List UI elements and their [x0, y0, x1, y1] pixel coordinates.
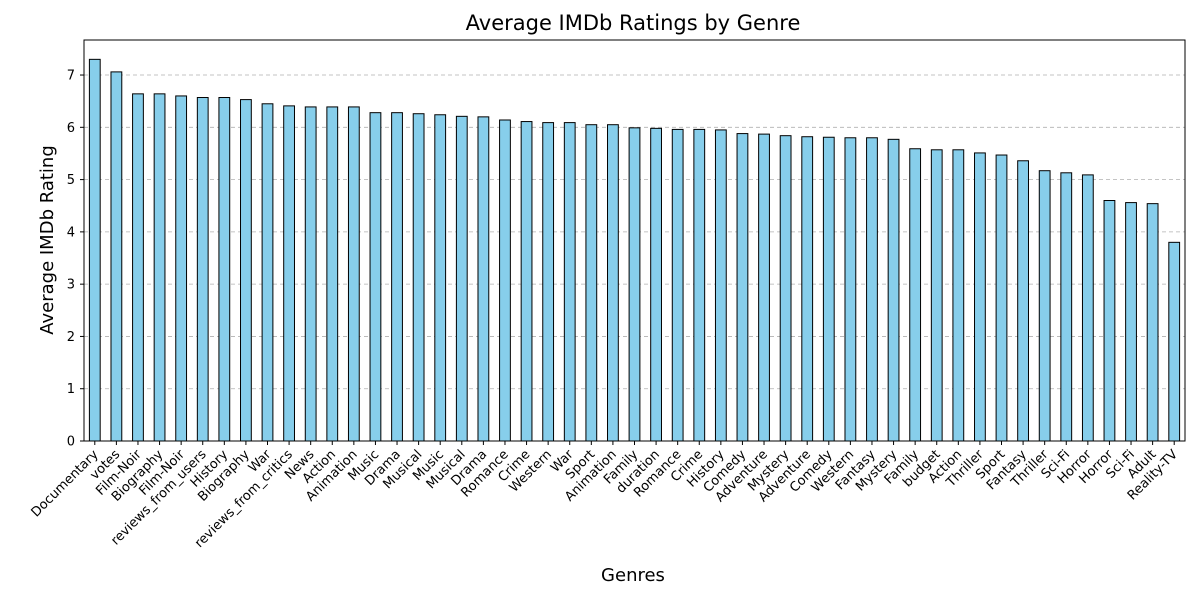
bar	[455, 115, 468, 442]
bar	[283, 105, 295, 442]
bar	[952, 149, 965, 442]
bar	[542, 122, 555, 442]
x-axis-ticks: DocumentaryvotesFilm-NoirBiographyFilm-N…	[29, 441, 1181, 551]
bars	[88, 58, 1181, 442]
bar	[369, 112, 382, 442]
bar	[391, 112, 403, 442]
bar	[995, 154, 1008, 442]
bar	[153, 93, 166, 442]
bar	[974, 152, 986, 442]
bar	[1125, 202, 1137, 442]
y-tick-label: 5	[67, 173, 75, 188]
bar	[887, 138, 900, 442]
y-tick-label: 4	[67, 225, 75, 240]
bar	[196, 97, 209, 442]
bar	[909, 148, 922, 442]
bar	[585, 124, 598, 442]
y-tick-label: 0	[67, 435, 75, 450]
y-tick-label: 3	[67, 278, 75, 293]
bar	[88, 58, 101, 442]
bar	[477, 116, 490, 442]
x-axis-title: Genres	[601, 565, 665, 586]
bar	[347, 106, 360, 442]
bar	[1081, 174, 1094, 442]
bar	[607, 124, 619, 442]
bar	[1146, 203, 1159, 442]
bar	[671, 128, 684, 442]
bar	[1103, 200, 1116, 442]
bar	[175, 95, 188, 442]
x-tick-label: Documentary	[29, 447, 102, 520]
bar	[563, 122, 576, 442]
bar	[218, 97, 231, 442]
y-tick-label: 2	[67, 330, 75, 345]
bar	[650, 127, 662, 442]
bar	[866, 137, 878, 442]
bar	[499, 119, 511, 442]
bar	[240, 99, 252, 442]
bar	[930, 149, 943, 442]
bar	[822, 136, 835, 442]
bar	[434, 114, 447, 442]
bar	[132, 93, 144, 442]
bar	[261, 103, 274, 442]
bar	[110, 71, 123, 442]
y-axis-ticks: 0 1 2 3 4 5 6 7	[67, 69, 84, 450]
bar	[1017, 160, 1029, 442]
y-tick-label: 6	[67, 121, 75, 136]
bar	[714, 129, 727, 442]
bar	[326, 106, 339, 442]
bar	[304, 106, 317, 442]
bar	[1168, 241, 1181, 442]
y-tick-label: 7	[67, 69, 75, 84]
y-axis-title: Average IMDb Rating	[37, 145, 58, 335]
bar	[1038, 170, 1051, 442]
bar	[1060, 172, 1073, 442]
bar	[758, 133, 770, 442]
bar	[412, 113, 425, 442]
bar	[520, 121, 533, 442]
bar	[844, 137, 857, 442]
bar	[693, 128, 706, 442]
y-tick-label: 1	[67, 382, 75, 397]
bar	[628, 127, 641, 442]
bar	[736, 133, 749, 442]
chart-title: Average IMDb Ratings by Genre	[466, 11, 801, 35]
bar	[801, 136, 814, 442]
bar	[779, 135, 792, 442]
